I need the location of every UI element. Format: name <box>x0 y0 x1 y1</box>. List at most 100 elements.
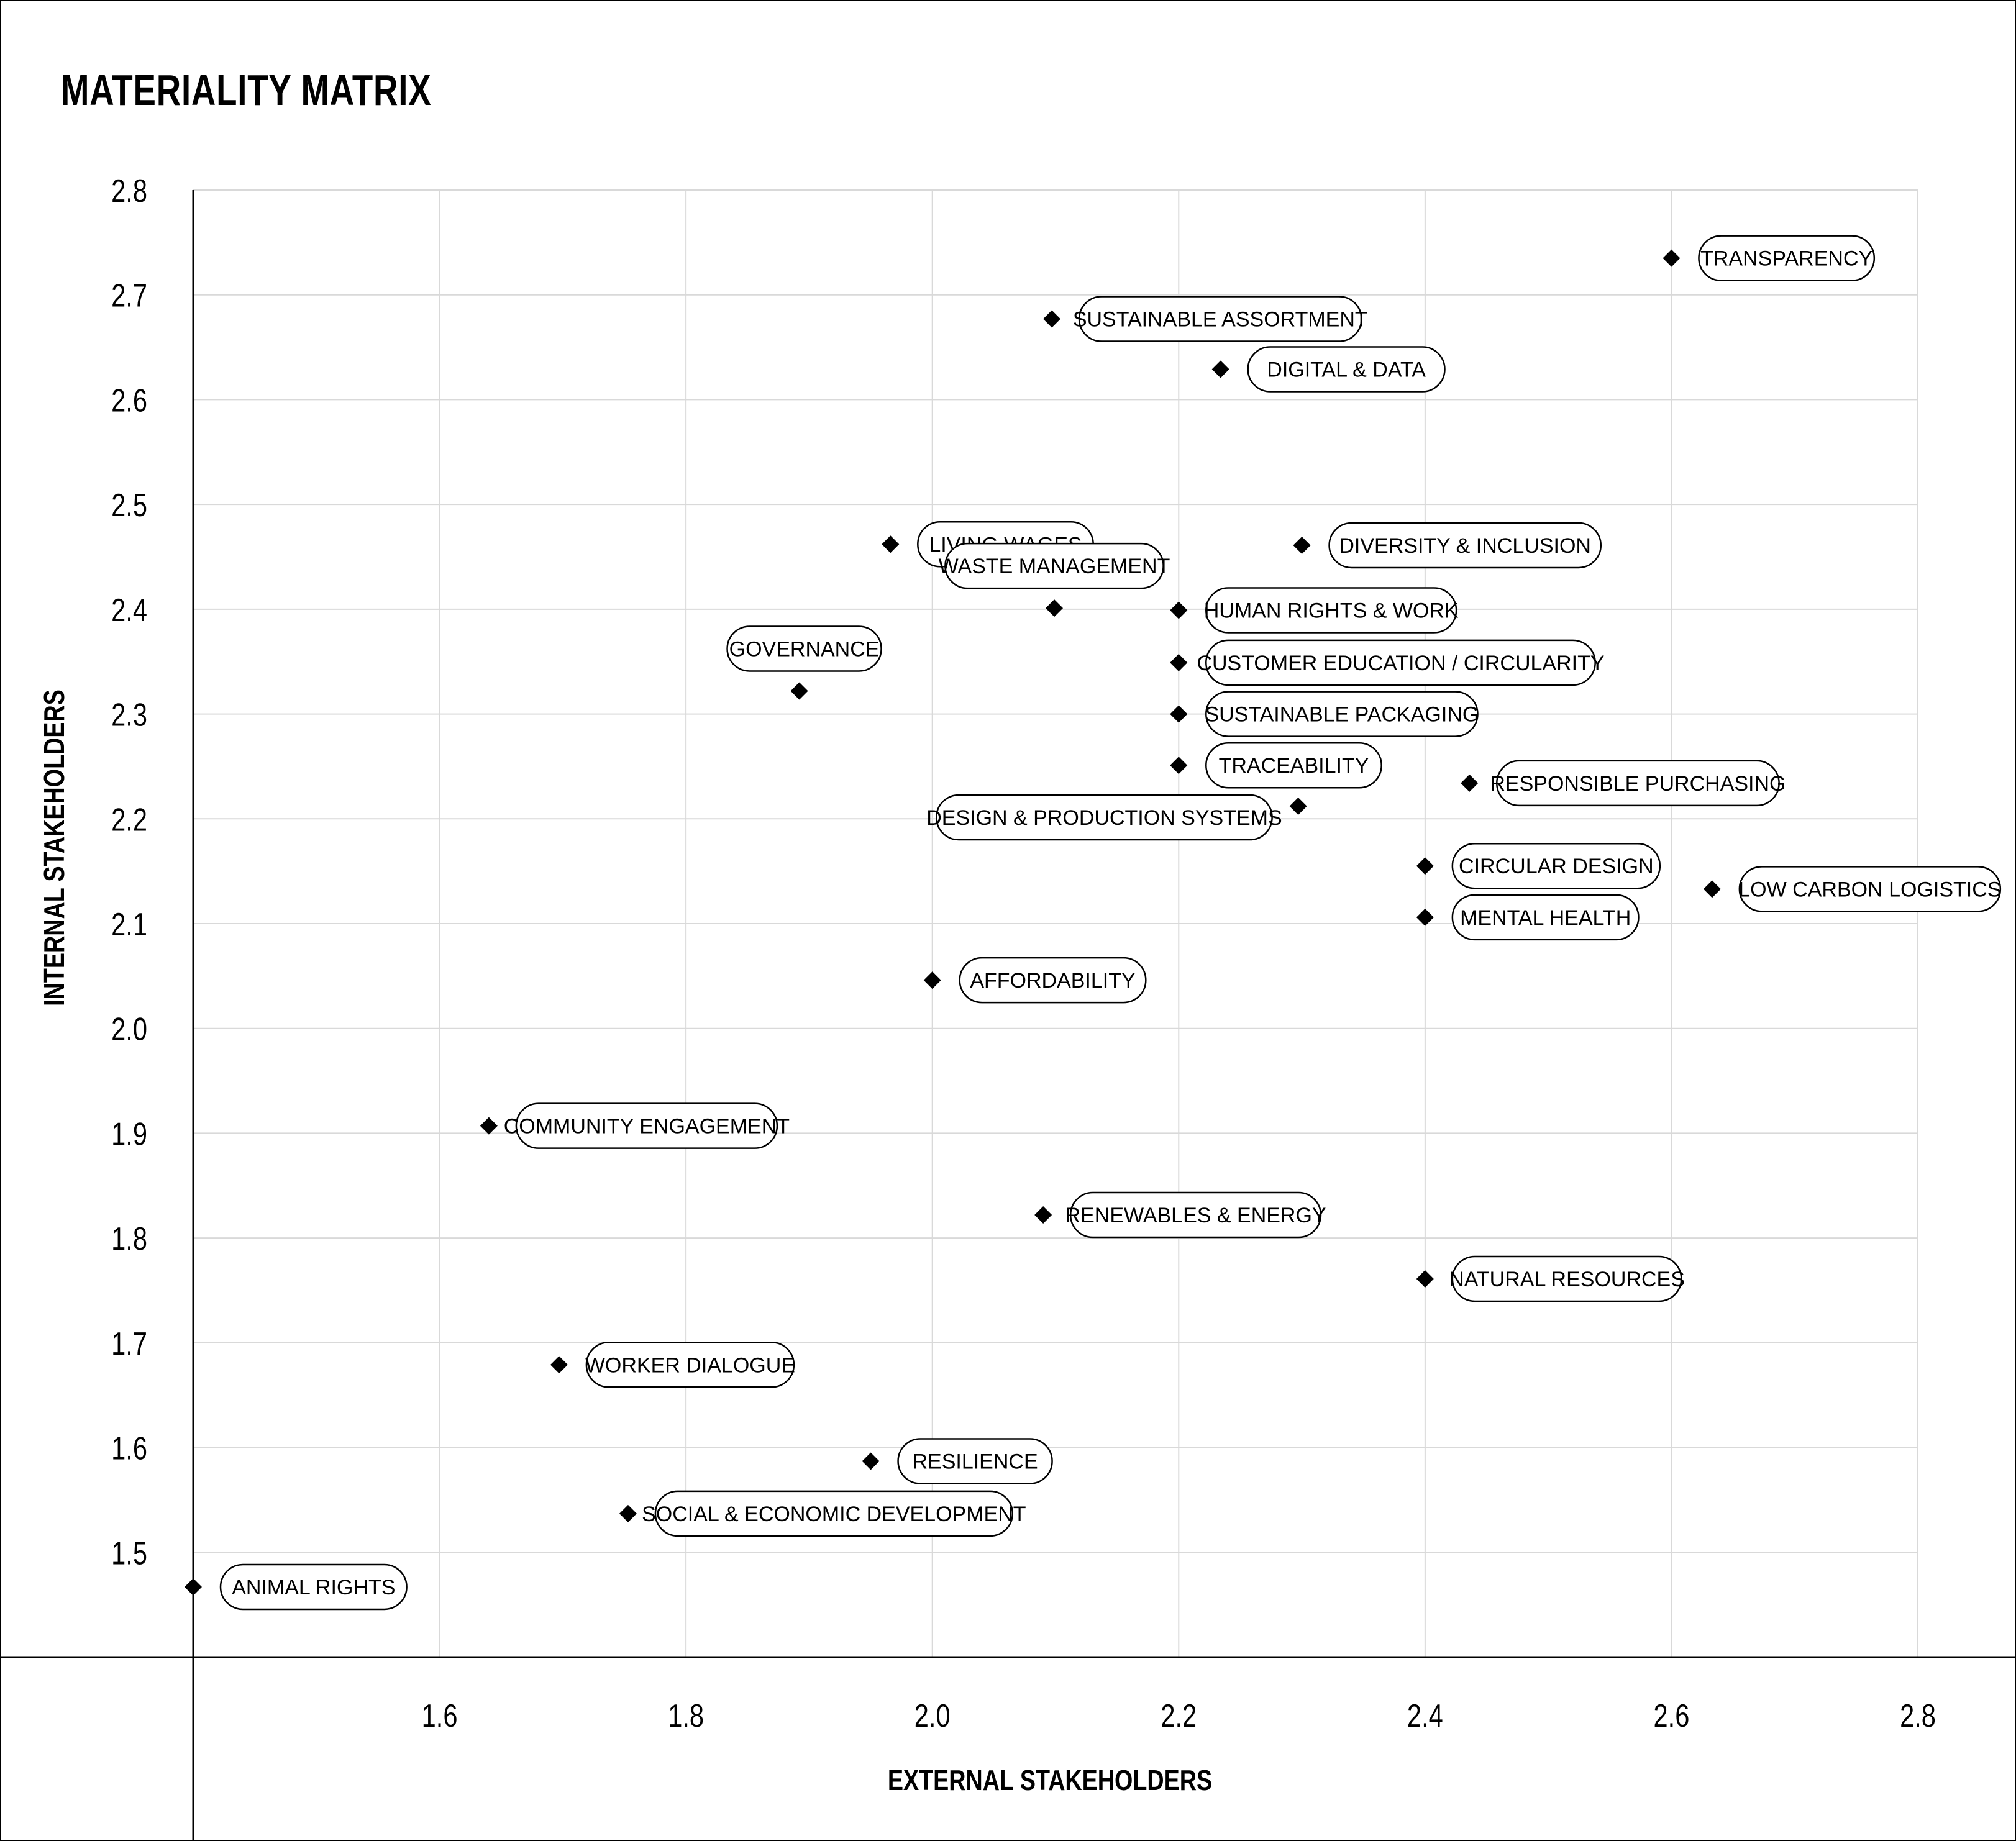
point-label-box <box>654 1490 1013 1537</box>
point-label: TRANSPARENCY <box>1700 247 1872 271</box>
data-point: CUSTOMER EDUCATION / CIRCULARITY <box>1170 639 1605 686</box>
y-tick-label: 1.9 <box>111 1116 147 1152</box>
point-label-box <box>585 1342 795 1388</box>
diamond-marker <box>550 1356 568 1374</box>
point-label: MENTAL HEALTH <box>1460 906 1631 930</box>
data-point: TRACEABILITY <box>1170 742 1382 789</box>
point-label: DIVERSITY & INCLUSION <box>1339 534 1591 558</box>
x-tick-labels: 1.6 1.8 2.0 2.2 2.4 2.6 2.8 <box>422 1698 1936 1734</box>
point-label: RENEWABLES & ENERGY <box>1065 1204 1326 1227</box>
y-tick-label: 2.8 <box>111 173 147 209</box>
diamond-marker <box>1170 653 1188 671</box>
point-label: TRACEABILITY <box>1219 754 1369 778</box>
point-label-box <box>1451 842 1661 889</box>
diamond-marker <box>1043 310 1061 328</box>
x-tick-label: 1.6 <box>422 1698 458 1734</box>
point-label: AFFORDABILITY <box>970 969 1135 993</box>
diamond-marker <box>619 1504 637 1522</box>
y-tick-label: 2.1 <box>111 906 147 943</box>
diamond-marker <box>1046 599 1064 617</box>
point-label-box <box>959 957 1147 1004</box>
data-point: MENTAL HEALTH <box>1416 894 1640 941</box>
diamond-marker <box>1416 908 1434 926</box>
point-label: NATURAL RESOURCES <box>1449 1268 1685 1291</box>
diamond-marker <box>1170 757 1188 775</box>
point-label-box <box>935 794 1273 841</box>
diamond-marker <box>1170 705 1188 723</box>
diamond-marker <box>1416 857 1434 875</box>
data-point: DESIGN & PRODUCTION SYSTEMS <box>926 794 1307 841</box>
diamond-marker <box>480 1117 498 1135</box>
x-tick-label: 2.8 <box>1900 1698 1936 1734</box>
y-tick-label: 2.5 <box>111 487 147 524</box>
point-label-box <box>1451 894 1640 941</box>
data-point: SOCIAL & ECONOMIC DEVELOPMENT <box>619 1490 1026 1537</box>
point-label-box <box>726 625 882 672</box>
y-tick-label: 2.4 <box>111 591 147 628</box>
y-tick-label: 2.3 <box>111 696 147 733</box>
point-label: GOVERNANCE <box>729 637 880 661</box>
diamond-marker <box>923 971 941 989</box>
y-tick-label: 1.6 <box>111 1430 147 1466</box>
y-tick-label: 1.5 <box>111 1535 147 1571</box>
point-label-box <box>1069 1191 1322 1239</box>
y-tick-label: 2.6 <box>111 382 147 419</box>
data-point: CIRCULAR DESIGN <box>1416 842 1661 889</box>
y-tick-label: 2.7 <box>111 277 147 314</box>
data-point: COMMUNITY ENGAGEMENT <box>480 1102 790 1149</box>
gridlines <box>193 189 1918 1657</box>
data-point: SUSTAINABLE ASSORTMENT <box>1043 296 1368 342</box>
point-label-box <box>1247 346 1446 393</box>
data-point: SUSTAINABLE PACKAGING <box>1170 691 1479 737</box>
data-point: NATURAL RESOURCES <box>1416 1255 1685 1302</box>
point-label-box <box>1328 522 1602 569</box>
diamond-marker <box>1663 249 1681 267</box>
point-label: SUSTAINABLE PACKAGING <box>1205 703 1479 727</box>
diamond-marker <box>1211 360 1229 378</box>
x-tick-label: 2.2 <box>1161 1698 1197 1734</box>
data-point: DIVERSITY & INCLUSION <box>1293 522 1602 569</box>
diamond-marker <box>1703 880 1721 898</box>
y-tick-label: 1.8 <box>111 1221 147 1257</box>
data-point: LOW CARBON LOGISTICS <box>1703 866 2002 912</box>
data-point: RESILIENCE <box>862 1438 1053 1484</box>
point-label-box <box>1078 296 1362 342</box>
point-label-box <box>897 1438 1053 1484</box>
y-tick-labels: 1.5 1.6 1.7 1.8 1.9 2.0 2.1 2.2 2.3 2.4 2.5 2.6 2.7 2… <box>111 173 147 1571</box>
data-point: AFFORDABILITY <box>923 957 1147 1004</box>
diamond-marker <box>1461 774 1479 792</box>
diamond-marker <box>1293 536 1311 554</box>
point-label: ANIMAL RIGHTS <box>232 1576 395 1599</box>
diamond-marker <box>882 535 900 553</box>
x-axis-title: EXTERNAL STAKEHOLDERS <box>888 1764 1212 1796</box>
data-point: TRANSPARENCY <box>1663 235 1876 281</box>
data-points: TRANSPARENCY SUSTAINABLE ASSORTMENT DIGITA… <box>185 235 2002 1611</box>
point-label: SOCIAL & ECONOMIC DEVELOPMENT <box>642 1502 1026 1526</box>
data-point: RESPONSIBLE PURCHASING <box>1461 760 1786 807</box>
data-point: WASTE MANAGEMENT <box>939 542 1170 617</box>
point-label: DIGITAL & DATA <box>1267 358 1426 382</box>
data-point: GOVERNANCE <box>726 625 882 700</box>
point-label-box <box>1738 866 2002 912</box>
point-label-box <box>944 542 1164 589</box>
data-point: WORKER DIALOGUE <box>550 1342 795 1388</box>
x-tick-label: 2.0 <box>914 1698 951 1734</box>
diamond-marker <box>790 682 808 700</box>
point-label-box <box>1205 587 1457 634</box>
point-label-box <box>1698 235 1876 281</box>
diamond-marker <box>862 1452 880 1470</box>
point-label: HUMAN RIGHTS & WORK <box>1204 599 1459 623</box>
point-label: RESILIENCE <box>912 1450 1038 1474</box>
diamond-marker <box>1034 1206 1052 1224</box>
data-point: RENEWABLES & ENERGY <box>1034 1191 1326 1239</box>
x-tick-label: 1.8 <box>668 1698 704 1734</box>
data-point: DIGITAL & DATA <box>1211 346 1446 393</box>
chart-title: MATERIALITY MATRIX <box>61 66 432 114</box>
point-label: COMMUNITY ENGAGEMENT <box>504 1115 790 1139</box>
y-axis-title: INTERNAL STAKEHOLDERS <box>38 689 70 1006</box>
diamond-marker <box>1416 1270 1434 1288</box>
y-tick-label: 1.7 <box>111 1325 147 1361</box>
y-tick-label: 2.0 <box>111 1011 147 1047</box>
y-tick-label: 2.2 <box>111 801 147 838</box>
